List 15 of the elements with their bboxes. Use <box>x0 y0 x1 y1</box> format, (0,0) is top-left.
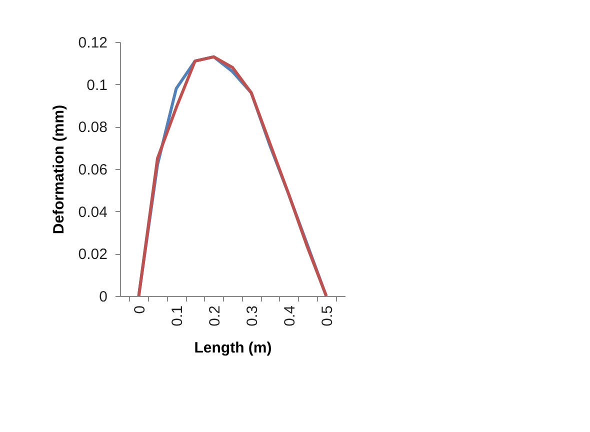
x-tick-label: 0.2 <box>206 306 224 326</box>
x-tick-label: 0.4 <box>281 306 298 326</box>
y-tick-label: 0.1 <box>86 76 108 94</box>
y-tick-label: 0.06 <box>78 162 108 178</box>
y-tick-label: 0.12 <box>78 34 108 52</box>
x-tick-label: 0 <box>131 306 148 314</box>
y-tick-label: 0.02 <box>78 246 108 264</box>
y-tick-label: 0.04 <box>78 204 108 221</box>
y-axis-title: Deformation (mm) <box>50 104 68 234</box>
y-tick-label: 0.08 <box>78 119 108 136</box>
y-tick-label: 0 <box>99 288 108 306</box>
x-tick-label: 0.5 <box>318 306 336 326</box>
x-tick-label: 0.1 <box>168 306 186 326</box>
x-tick-label: 0.3 <box>244 306 261 326</box>
x-axis-title: Length (m) <box>194 339 272 356</box>
